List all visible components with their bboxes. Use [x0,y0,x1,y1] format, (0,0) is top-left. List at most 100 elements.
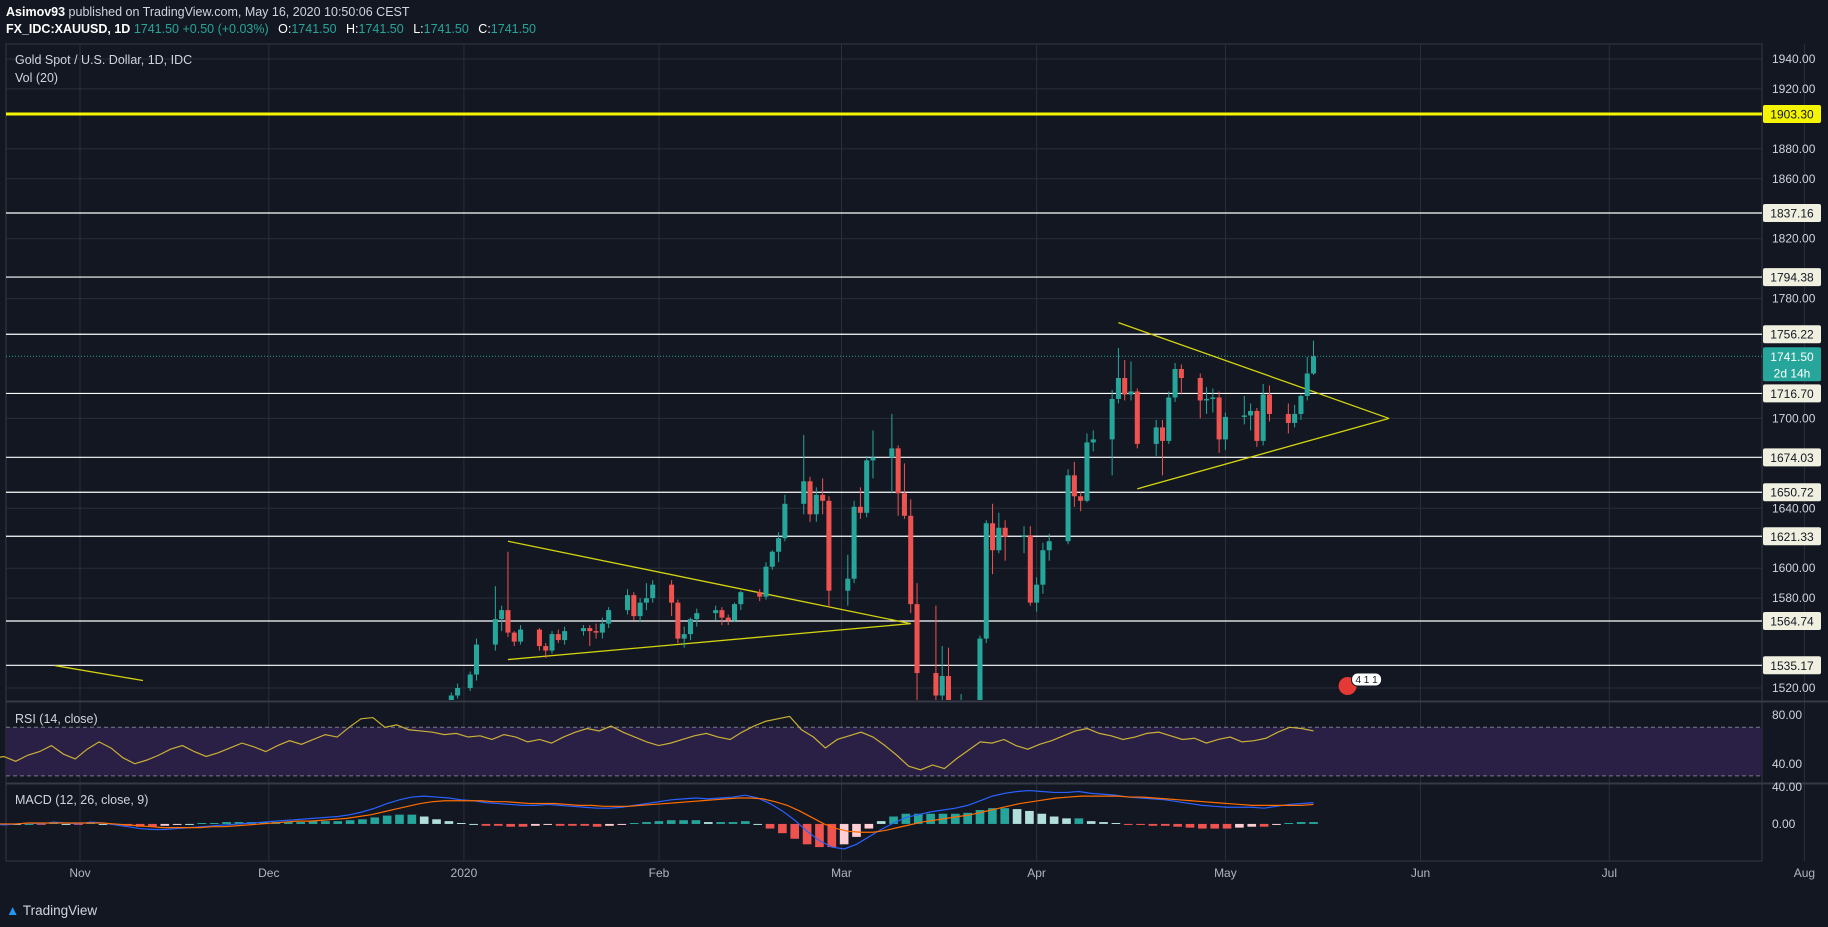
candle-body[interactable] [895,448,901,494]
candle-body[interactable] [543,646,549,651]
candle-body[interactable] [694,613,700,620]
macd-histogram-bar[interactable] [555,823,565,826]
macd-histogram-bar[interactable] [1222,823,1232,829]
macd-histogram-bar[interactable] [333,821,343,824]
candle-body[interactable] [687,619,693,635]
macd-histogram-bar[interactable] [629,823,639,824]
trendline[interactable] [1118,321,1390,420]
candle-body[interactable] [1040,550,1046,585]
candle-body[interactable] [511,632,517,642]
macd-histogram-bar[interactable] [852,823,861,837]
symbol-label[interactable]: FX_IDC:XAUUSD, 1D [6,22,131,36]
candle-body[interactable] [1222,416,1228,440]
candle-body[interactable] [536,629,542,647]
candle-body[interactable] [732,604,738,621]
candle-body[interactable] [1311,356,1317,374]
author-name[interactable]: Asimov93 [6,5,66,19]
macd-histogram-bar[interactable] [197,823,207,824]
candle-body[interactable] [901,493,907,516]
macd-histogram-bar[interactable] [209,823,219,824]
macd-histogram-bar[interactable] [506,823,515,827]
macd-histogram-bar[interactable] [1235,823,1244,828]
candle-body[interactable] [1178,369,1184,378]
candle-body[interactable] [870,457,876,461]
candle-body[interactable] [914,604,920,674]
candle-body[interactable] [864,460,870,513]
candle-body[interactable] [782,503,788,539]
macd-histogram-bar[interactable] [481,823,491,826]
macd-histogram-bar[interactable] [1000,808,1010,824]
candle-body[interactable] [1285,413,1291,423]
macd-histogram-bar[interactable] [259,822,268,824]
trendline[interactable] [507,622,911,661]
macd-histogram-bar[interactable] [172,823,182,825]
macd-histogram-bar[interactable] [222,822,231,824]
macd-histogram-bar[interactable] [975,810,985,824]
macd-histogram-bar[interactable] [531,823,540,826]
candle-body[interactable] [776,538,782,552]
candle-body[interactable] [801,481,807,504]
macd-histogram-bar[interactable] [160,823,170,826]
macd-histogram-bar[interactable] [889,816,898,824]
macd-histogram-bar[interactable] [642,822,651,824]
trendline[interactable] [1137,417,1390,490]
candle-body[interactable] [820,494,826,501]
macd-line[interactable] [0,789,1314,850]
macd-histogram-bar[interactable] [1025,810,1034,824]
macd-histogram-bar[interactable] [1309,822,1318,824]
candle-body[interactable] [555,634,561,641]
macd-histogram-bar[interactable] [703,822,713,824]
macd-histogram-bar[interactable] [1185,823,1195,828]
macd-histogram-bar[interactable] [778,823,787,834]
macd-histogram-bar[interactable] [839,823,849,845]
candle-body[interactable] [1153,427,1159,444]
candle-body[interactable] [681,634,687,639]
candle-body[interactable] [631,595,637,617]
candle-body[interactable] [1084,442,1090,501]
candle-body[interactable] [606,610,612,624]
macd-histogram-bar[interactable] [580,823,590,826]
candle-body[interactable] [637,602,643,617]
macd-histogram-bar[interactable] [666,820,676,824]
candle-body[interactable] [467,674,473,689]
macd-histogram-bar[interactable] [1284,823,1294,824]
candle-body[interactable] [889,448,895,458]
event-badge[interactable] [1351,672,1383,687]
candle-body[interactable] [908,515,914,605]
candle-body[interactable] [933,673,939,696]
signal-line[interactable] [0,795,1314,833]
macd-histogram-bar[interactable] [382,815,392,824]
macd-histogram-bar[interactable] [716,822,725,824]
macd-histogram-bar[interactable] [988,808,997,824]
candle-body[interactable] [1216,397,1222,440]
candle-body[interactable] [1298,395,1304,414]
candle-body[interactable] [1204,398,1210,401]
macd-histogram-bar[interactable] [1210,823,1220,829]
candle-body[interactable] [990,523,996,551]
macd-histogram-bar[interactable] [543,823,553,825]
macd-histogram-bar[interactable] [358,819,367,824]
macd-histogram-bar[interactable] [691,820,701,824]
macd-histogram-bar[interactable] [654,821,664,824]
candle-body[interactable] [1002,527,1008,537]
candle-body[interactable] [1304,373,1310,396]
macd-histogram-bar[interactable] [1173,823,1182,827]
candle-body[interactable] [826,500,832,591]
macd-histogram-bar[interactable] [456,823,466,824]
candle-body[interactable] [807,481,813,515]
candle-body[interactable] [996,527,1002,551]
macd-histogram-bar[interactable] [518,823,528,827]
candle-body[interactable] [643,598,649,603]
macd-histogram-bar[interactable] [1062,818,1071,824]
macd-histogram-bar[interactable] [407,814,417,824]
macd-histogram-bar[interactable] [926,813,935,824]
macd-histogram-bar[interactable] [1148,823,1158,826]
macd-histogram-bar[interactable] [24,823,34,825]
macd-histogram-bar[interactable] [741,821,750,824]
macd-histogram-bar[interactable] [876,821,886,824]
candle-body[interactable] [1109,398,1115,440]
candle-body[interactable] [669,584,675,603]
candle-body[interactable] [1122,377,1128,395]
macd-histogram-bar[interactable] [1136,823,1145,825]
candle-body[interactable] [448,695,454,702]
